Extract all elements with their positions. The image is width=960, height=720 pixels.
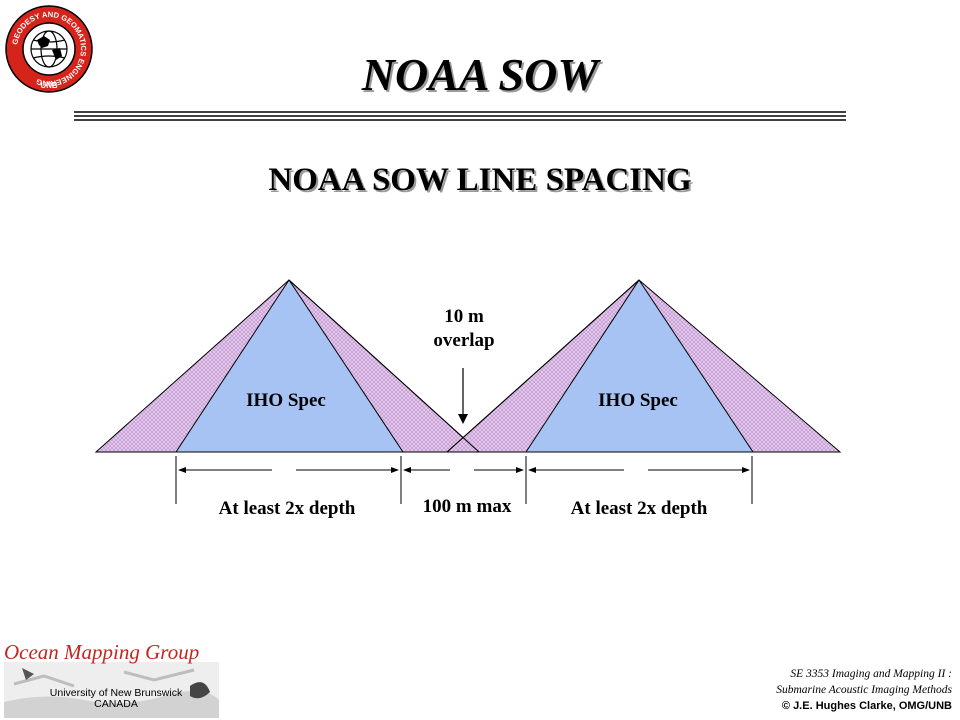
seafloor-image: [4, 662, 219, 718]
gap-label: 100 m max: [423, 496, 512, 517]
right-iho-label: IHO Spec: [598, 390, 678, 411]
dimension-ticks: [175, 456, 753, 504]
university-name: University of New Brunswick CANADA: [46, 688, 186, 710]
course-line2: Submarine Acoustic Imaging Methods: [776, 684, 952, 696]
course-credits: SE 3353 Imaging and Mapping II : Submari…: [776, 666, 952, 714]
left-width-label: At least 2x depth: [219, 498, 356, 519]
gap-dimension: [403, 467, 524, 473]
title-divider: [74, 111, 846, 121]
page-title: NOAA SOW: [361, 49, 599, 100]
left-iho-label: IHO Spec: [246, 390, 326, 411]
right-width-label: At least 2x depth: [571, 498, 708, 519]
slide-subtitle: NOAA SOW LINE SPACING: [268, 162, 692, 198]
overlap-label-line2: overlap: [433, 330, 494, 351]
logo-bottom-text: UNB: [40, 81, 58, 90]
university-line1: University of New Brunswick: [49, 687, 183, 699]
overlap-label-line1: 10 m: [444, 306, 484, 327]
overlap-arrow: [458, 368, 468, 424]
omg-title: Ocean Mapping Group: [4, 640, 200, 664]
university-line2: CANADA: [94, 698, 138, 710]
course-line1: SE 3353 Imaging and Mapping II :: [790, 668, 952, 680]
copyright-line: © J.E. Hughes Clarke, OMG/UNB: [781, 700, 952, 712]
right-width-dimension: [528, 467, 750, 473]
unb-geodesy-logo: GEODESY AND GEOMATICS ENGINEERING UNB: [5, 5, 93, 93]
left-width-dimension: [178, 467, 399, 473]
omg-branding: Ocean Mapping Group University of New Br…: [4, 636, 224, 718]
